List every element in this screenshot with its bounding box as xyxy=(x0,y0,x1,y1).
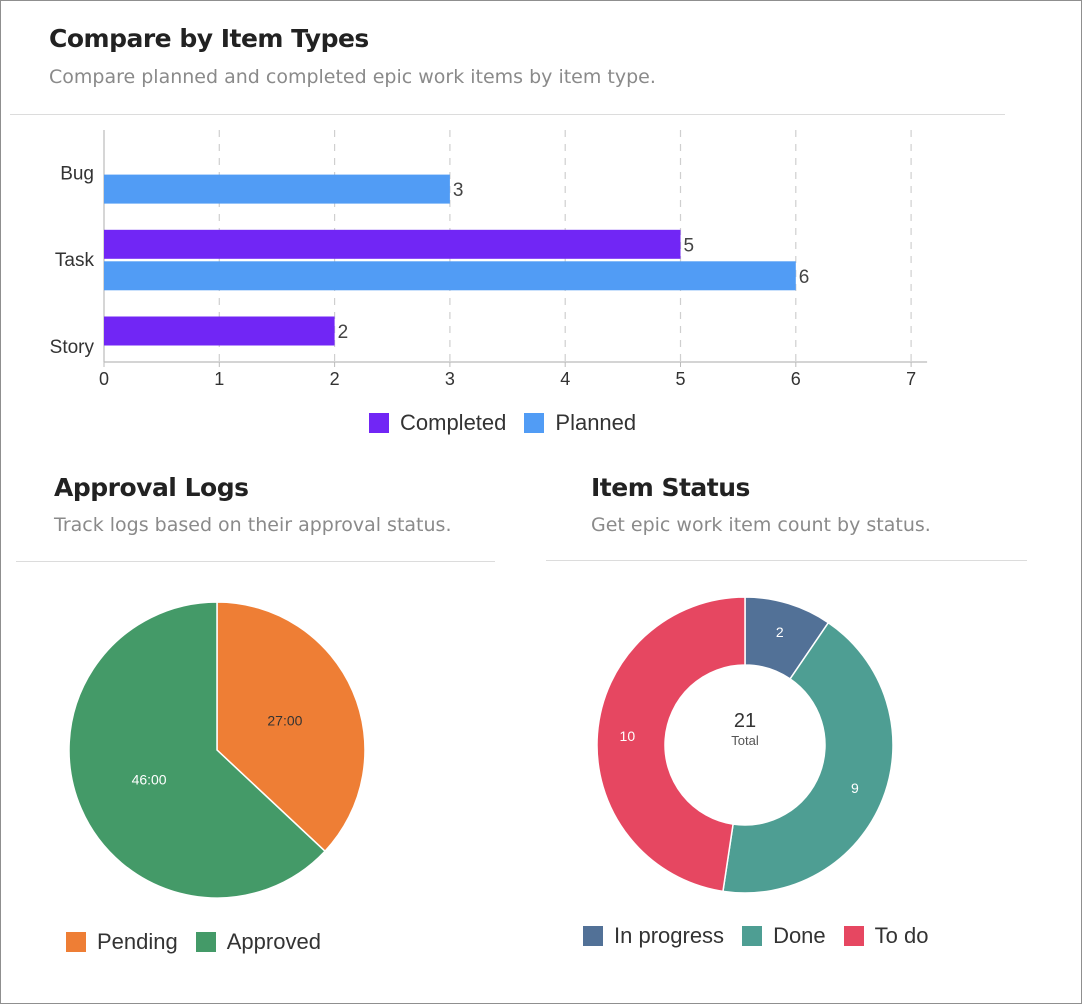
legend-label-approved: Approved xyxy=(226,929,321,954)
legend-swatch-to-do xyxy=(843,926,864,946)
status-divider xyxy=(546,560,1027,561)
legend-item-pending[interactable]: Pending xyxy=(66,929,178,955)
donut-value-label: 9 xyxy=(851,780,859,796)
approval-pie-chart: 27:00 46:00 xyxy=(68,601,366,899)
legend-item-in-progress[interactable]: In progress xyxy=(583,923,724,949)
bar-value-label: 2 xyxy=(338,322,349,343)
donut-slice-to-do xyxy=(596,596,746,893)
donut-slice-done xyxy=(722,621,894,894)
status-subtitle: Get epic work item count by status. xyxy=(591,514,931,536)
bar-completed-story xyxy=(104,316,335,346)
approval-title: Approval Logs xyxy=(54,473,249,502)
y-category-label: Bug xyxy=(60,163,94,184)
legend-item-completed[interactable]: Completed xyxy=(369,410,506,436)
bar-value-label: 5 xyxy=(684,235,695,256)
compare-bar-chart: 0 1 2 3 4 5 6 7 Bug 3 Task 5 6 Story 2 xyxy=(50,130,928,389)
bar-completed-task xyxy=(104,229,681,259)
legend-label-done: Done xyxy=(773,923,826,948)
legend-label-pending: Pending xyxy=(97,929,178,954)
compare-title: Compare by Item Types xyxy=(49,24,369,53)
bar-planned-bug xyxy=(104,174,450,204)
approval-subtitle: Track logs based on their approval statu… xyxy=(54,514,452,536)
legend-label-in-progress: In progress xyxy=(614,923,725,948)
pie-value-label: 27:00 xyxy=(267,713,302,729)
legend-swatch-planned xyxy=(524,413,545,433)
legend-item-approved[interactable]: Approved xyxy=(195,929,321,955)
legend-swatch-approved xyxy=(195,932,216,952)
x-tick-label: 2 xyxy=(330,369,340,389)
legend-label-to-do: To do xyxy=(874,923,929,948)
x-tick-label: 6 xyxy=(791,369,801,389)
x-tick-label: 0 xyxy=(99,369,109,389)
status-legend: In progress Done To do xyxy=(583,923,946,949)
donut-value-label: 10 xyxy=(620,728,636,744)
legend-swatch-pending xyxy=(66,932,86,952)
pie-value-label: 46:00 xyxy=(132,771,167,787)
x-tick-label: 7 xyxy=(906,369,916,389)
x-tick-label: 1 xyxy=(214,369,224,389)
x-tick-label: 3 xyxy=(445,369,455,389)
y-category-label: Story xyxy=(50,337,95,358)
donut-total-value: 21 xyxy=(734,710,756,732)
bar-value-label: 3 xyxy=(453,180,464,201)
pie-slice-approved xyxy=(68,601,327,899)
legend-item-planned[interactable]: Planned xyxy=(524,410,636,436)
bar-planned-task xyxy=(104,261,796,291)
pie-slice-pending xyxy=(216,601,366,853)
legend-swatch-done xyxy=(742,926,763,946)
x-tick-label: 4 xyxy=(560,369,570,389)
status-title: Item Status xyxy=(591,473,750,502)
approval-legend: Pending Approved xyxy=(66,929,339,955)
x-tick-label: 5 xyxy=(675,369,685,389)
donut-total-label: Total xyxy=(731,733,759,748)
legend-swatch-completed xyxy=(369,413,389,433)
legend-swatch-in-progress xyxy=(583,926,603,946)
compare-divider xyxy=(10,114,1005,115)
legend-label-planned: Planned xyxy=(555,410,637,435)
compare-subtitle: Compare planned and completed epic work … xyxy=(49,66,656,88)
donut-value-label: 2 xyxy=(776,624,784,640)
bar-value-label: 6 xyxy=(799,267,810,288)
compare-legend: Completed Planned xyxy=(369,410,654,436)
legend-item-to-do[interactable]: To do xyxy=(843,923,929,949)
approval-divider xyxy=(16,561,495,562)
y-category-label: Task xyxy=(55,250,95,271)
legend-label-completed: Completed xyxy=(400,410,507,435)
legend-item-done[interactable]: Done xyxy=(742,923,826,949)
